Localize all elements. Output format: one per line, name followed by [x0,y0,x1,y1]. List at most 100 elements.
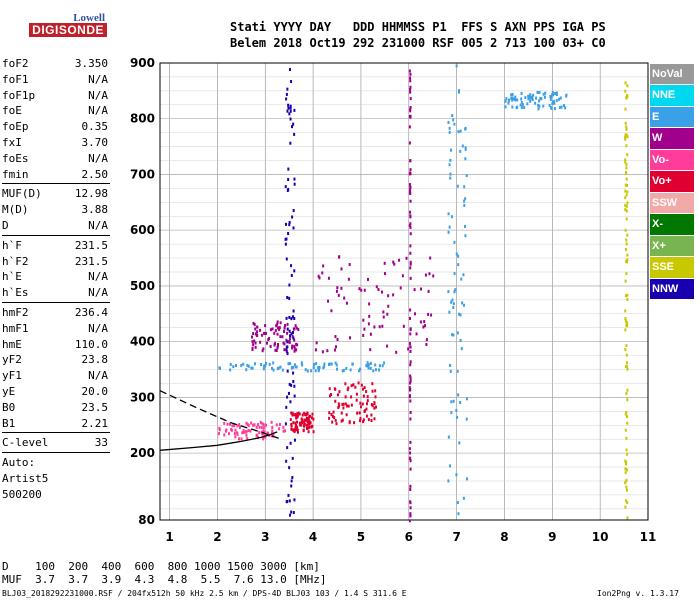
param-row: foF2 3.350 [2,56,110,72]
echo-point [291,125,294,129]
echo-point [285,459,288,463]
echo-point [374,363,377,367]
echo-point [293,349,296,353]
echo-point [504,99,507,103]
echo-point [269,345,272,349]
echo-point [464,234,467,238]
param-name: foF2 [2,57,29,70]
echo-point [332,410,335,414]
echo-point [409,214,412,218]
echo-point [456,331,459,335]
param-separator [2,301,110,303]
echo-point [286,369,289,373]
echo-point [276,344,279,348]
param-value: 3.70 [81,135,109,149]
echo-point [461,301,464,305]
echo-point [347,404,350,408]
echo-point [349,336,352,340]
echo-point [336,367,339,371]
echo-point [287,232,290,236]
legend-item: NNE [650,85,694,106]
echo-point [256,325,259,329]
echo-point [625,162,628,166]
echo-point [315,362,318,366]
echo-point [223,421,226,425]
param-value: 33 [94,436,108,450]
echo-point [504,105,507,109]
param-row: foEs N/A [2,151,110,167]
param-name: hmE [2,337,22,351]
param-row: hmF2 236.4 [2,305,110,321]
echo-point [260,426,263,430]
echo-point [338,255,341,259]
echo-point [306,369,309,373]
echo-point [624,160,627,164]
echo-point [401,274,404,278]
echo-point [465,397,468,401]
echo-point [296,425,299,429]
param-row: foF1p N/A [2,88,110,104]
echo-point [336,337,339,341]
echo-point [254,327,257,331]
echo-point [293,177,296,181]
echo-point [292,371,295,375]
echo-point [290,80,293,84]
echo-point [464,146,467,150]
echo-point [288,315,291,319]
echo-point [251,348,254,352]
echo-point [370,419,373,423]
echo-point [381,324,384,328]
echo-point [291,334,294,338]
param-row: foE N/A [2,103,110,119]
param-value: 2.50 [81,167,109,181]
echo-point [268,362,271,366]
echo-point [625,460,628,464]
echo-point [516,98,519,102]
param-row: D N/A [2,218,110,234]
echo-point [624,428,627,432]
echo-point [367,322,370,326]
echo-point [300,421,303,425]
echo-point [253,362,256,366]
echo-point [350,403,353,407]
echo-point [366,277,369,281]
echo-point [359,405,362,409]
echo-point [337,293,340,297]
x-tick-label: 6 [405,530,413,544]
echo-point [294,413,297,417]
echo-point [409,500,412,504]
echo-point [288,382,291,386]
echo-point [409,411,412,415]
echo-point [555,99,558,103]
echo-point [409,90,412,94]
echo-point [296,414,299,418]
echo-point [365,402,368,406]
echo-point [409,327,412,331]
echo-point [456,184,459,188]
echo-point [625,415,628,419]
echo-point [294,421,297,425]
echo-point [286,87,289,91]
echo-point [285,500,288,504]
echo-point [520,100,523,104]
echo-point [289,513,292,517]
echo-point [532,93,535,97]
echo-point [458,312,461,316]
echo-point [232,365,235,369]
echo-point [354,385,357,389]
echo-point [624,189,627,193]
echo-point [363,386,366,390]
echo-point [284,222,287,226]
echo-point [306,420,309,424]
echo-point [257,423,260,427]
echo-point [463,303,466,307]
echo-point [624,137,627,141]
param-name: h`E [2,270,22,284]
echo-point [344,382,347,386]
echo-point [551,90,554,94]
echo-point [537,103,540,107]
echo-point [409,222,412,226]
echo-point [291,456,294,460]
echo-point [409,168,412,172]
echo-point [625,478,628,482]
